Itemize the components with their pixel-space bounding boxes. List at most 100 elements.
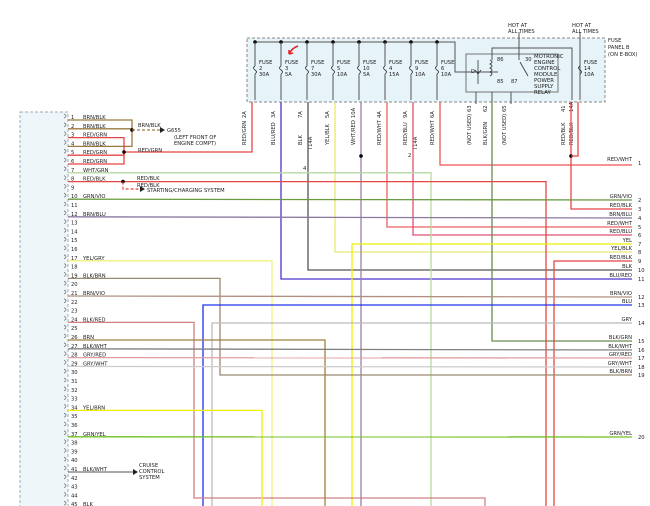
fuse-rating: 10A <box>415 72 426 78</box>
right-wire-label: GRY <box>622 317 633 323</box>
pin-wire-label: BLK/WHT <box>83 467 108 473</box>
pin-terminal-icon <box>63 254 67 260</box>
right-wire-label: RED/BLK <box>610 203 633 209</box>
wire-red-blk <box>570 102 632 210</box>
right-pin-number: 11 <box>638 277 645 283</box>
wire-yel-gry <box>68 260 273 506</box>
pin-wire-label: BLK <box>83 502 93 506</box>
wire-brn <box>68 339 326 506</box>
fuse-panel-title: (ON E-BOX) <box>608 52 637 58</box>
pin-terminal-icon <box>63 430 67 436</box>
fuse-label: FUSE <box>584 60 597 66</box>
pin-terminal-icon <box>63 360 67 365</box>
pin-number: 3 <box>71 133 74 139</box>
pin-wire-label: GRN/VIO <box>83 194 105 200</box>
wire-red-blk-8 <box>68 180 547 506</box>
fuse-rating: 5A <box>285 72 292 78</box>
pin-number: 28 <box>71 353 78 359</box>
fuse-label: FUSE <box>337 60 350 66</box>
pin-number: 22 <box>71 300 78 306</box>
wire-brn-blk <box>68 119 133 130</box>
pin-number: 27 <box>71 344 78 350</box>
right-pin-number: 15 <box>638 339 645 345</box>
pin-number: 13 <box>71 221 78 227</box>
pin-terminal-icon <box>63 492 67 497</box>
right-pin-number: 4 <box>638 216 642 222</box>
right-pin-number: 7 <box>638 242 641 248</box>
pin-number: 9 <box>71 185 74 191</box>
pin-number: 1 <box>71 115 74 121</box>
pin-number: 37 <box>71 432 78 438</box>
right-wire-label: BLK/BRN <box>609 369 632 375</box>
diode-label: D <box>471 69 475 75</box>
right-wire-label: BLK/GRN <box>609 335 632 341</box>
wire-brn-blu <box>67 216 633 219</box>
pin-number: 26 <box>71 335 78 341</box>
relay-label: MOTRONIC <box>534 54 564 60</box>
pin-terminal-icon <box>63 333 67 339</box>
pin-terminal-icon <box>63 263 67 268</box>
pin-number: 45 <box>71 502 78 506</box>
pin-number: 21 <box>71 291 78 297</box>
pin-number: 2 <box>71 124 74 130</box>
starting-charging-label: STARTING/CHARGING SYSTEM <box>147 188 225 194</box>
right-pin-number: 19 <box>638 373 645 379</box>
pin-wire-label: BRN <box>83 335 94 341</box>
pin-wire-label: BRN/BLK <box>83 141 106 147</box>
splice-wire-label: RED/BLK <box>137 183 160 189</box>
pin-terminal-icon <box>63 157 67 163</box>
left-connector <box>19 111 69 506</box>
pin-number: 17 <box>71 256 78 262</box>
fuse-number: 5 <box>337 66 340 72</box>
pin-number: 39 <box>71 449 78 455</box>
relay-label: SUPPLY <box>534 84 554 90</box>
pin-terminal-icon <box>63 175 67 180</box>
wire-brn-blk <box>68 128 133 130</box>
pin-number: 14 <box>71 229 78 235</box>
pin-terminal-icon <box>63 456 67 462</box>
pin-wire-label: WHT/GRN <box>83 168 109 174</box>
pin-number: 11 <box>71 203 78 209</box>
arrow-icon <box>133 469 138 475</box>
pin-terminal-icon <box>63 192 67 198</box>
pin-terminal-icon <box>63 307 67 312</box>
fuse-label: FUSE <box>441 60 454 66</box>
splice-dot <box>359 154 363 158</box>
wire-red-blu <box>412 102 632 236</box>
pin-number: 35 <box>71 414 78 420</box>
fuse-label: FUSE <box>389 60 402 66</box>
pin-terminal-icon <box>63 395 67 400</box>
pin-terminal-icon <box>63 184 67 189</box>
right-pin-number: 14 <box>638 321 645 327</box>
cruise-control-label: CONTROL <box>139 469 164 475</box>
pin-wire-label: RED/GRN <box>83 150 107 156</box>
pin-number: 5 <box>71 150 74 156</box>
fuse-icon <box>279 65 283 75</box>
pin-number: 15 <box>71 238 78 244</box>
relay-label: CONTROL <box>534 66 560 72</box>
pin-number: 43 <box>71 485 78 491</box>
fuse-icon <box>331 65 335 75</box>
splice-wire-label: RED/BLK <box>137 176 160 182</box>
right-pin-number: 9 <box>638 259 641 265</box>
fuse-rating: 5A <box>363 72 370 78</box>
relay-label: RELAY <box>534 90 552 96</box>
pin-terminal-icon <box>63 289 67 295</box>
right-pin-number: 18 <box>638 365 645 371</box>
fuse-number: 4 <box>389 66 393 72</box>
splice-label: 4 <box>303 166 307 172</box>
pin-number: 7 <box>71 168 74 174</box>
hot-at-all-times-label: HOT AT <box>572 23 592 29</box>
fuse-rating: 15A <box>389 72 400 78</box>
fuse-panel-title: PANEL B <box>608 45 630 51</box>
pin-wire-label: BRN/BLK <box>83 115 106 121</box>
pin-number: 10 <box>71 194 78 200</box>
right-pin-number: 10 <box>638 268 645 274</box>
relay-feed <box>491 47 573 100</box>
wire-red-blk-9 <box>553 260 632 506</box>
wire-blu <box>202 304 632 506</box>
pin-wire-label: BLK/BRN <box>83 273 106 279</box>
hot-at-all-times-label: ALL TIMES <box>508 29 535 35</box>
wire-red-wht <box>386 102 632 228</box>
pin-terminal-icon <box>63 439 67 444</box>
